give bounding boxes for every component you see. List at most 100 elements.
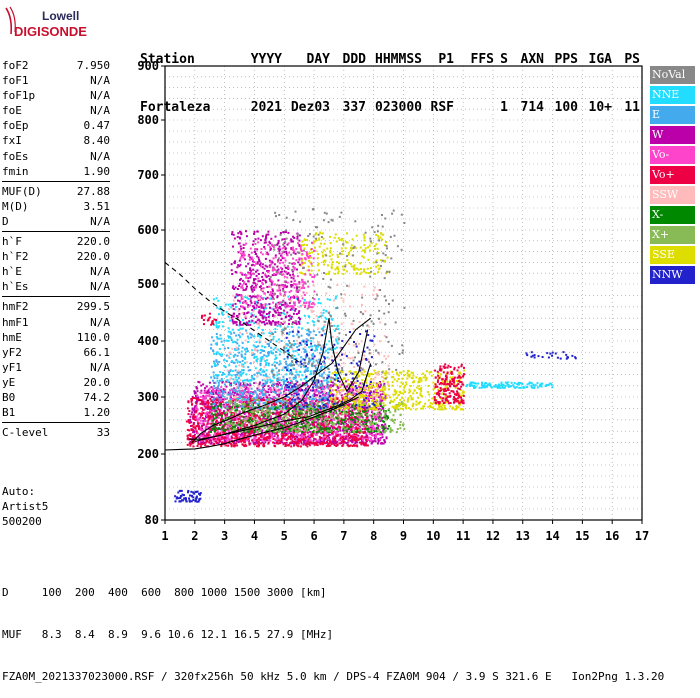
echo-point [197,420,199,422]
echo-point [230,419,232,421]
echo-point [268,364,270,366]
echo-point [353,436,355,438]
echo-point [370,440,372,442]
echo-point [380,414,382,416]
echo-point [348,428,350,430]
echo-point [224,414,226,416]
echo-point [324,387,326,389]
echo-point [301,374,303,376]
echo-point [218,441,220,443]
echo-point [236,409,238,411]
echo-point [363,425,365,427]
echo-point [235,434,237,436]
echo-point [228,430,230,432]
echo-point [334,411,336,413]
echo-point [314,350,316,352]
echo-point [267,417,269,419]
echo-point [325,350,327,352]
echo-point [219,414,221,416]
echo-point [196,394,198,396]
echo-point [216,322,218,324]
echo-point [322,421,324,423]
echo-point [311,431,313,433]
echo-point [186,421,188,423]
echo-point [322,439,324,441]
echo-point [222,321,224,323]
echo-point [246,435,248,437]
echo-point [256,394,258,396]
echo-point [259,393,261,395]
echo-point [323,312,325,314]
echo-point [259,418,261,420]
echo-point [262,402,264,404]
echo-point [237,387,239,389]
echo-point [229,374,231,376]
echo-point [240,419,242,421]
echo-point [267,352,269,354]
echo-point [242,328,244,330]
echo-point [319,437,321,439]
echo-point [383,428,385,430]
echo-point [230,398,232,400]
echo-point [242,363,244,365]
echo-point [298,354,300,356]
echo-point [258,327,260,329]
echo-point [293,430,295,432]
echo-point [290,405,292,407]
echo-point [285,408,287,410]
echo-point [268,394,270,396]
echo-point [338,416,340,418]
echo-point [265,364,267,366]
echo-point [272,442,274,444]
echo-point [283,381,285,383]
echo-point [295,408,297,410]
echo-point [293,421,295,423]
echo-point [325,424,327,426]
echo-point [258,445,260,447]
echo-point [249,369,251,371]
echo-point [207,403,209,405]
echo-point [234,390,236,392]
echo-point [188,419,190,421]
echo-point [294,355,296,357]
echo-point [222,325,224,327]
echo-point [218,427,220,429]
echo-point [278,389,280,391]
echo-point [285,347,287,349]
echo-point [356,440,358,442]
echo-point [274,361,276,363]
echo-point [188,401,190,403]
echo-point [365,436,367,438]
echo-point [220,338,222,340]
echo-point [216,364,218,366]
echo-point [201,426,203,428]
echo-point [327,394,329,396]
echo-point [314,391,316,393]
echo-point [366,414,368,416]
echo-point [296,363,298,365]
echo-point [278,426,280,428]
echo-point [379,438,381,440]
echo-point [334,444,336,446]
echo-point [337,434,339,436]
echo-point [219,371,221,373]
echo-point [265,384,267,386]
echo-point [220,386,222,388]
echo-point [213,438,215,440]
echo-point [304,434,306,436]
echo-point [266,381,268,383]
echo-point [224,359,226,361]
echo-point [315,438,317,440]
echo-point [315,442,317,444]
echo-point [214,387,216,389]
echo-point [301,412,303,414]
echo-point [313,324,315,326]
echo-point [213,410,215,412]
echo-point [192,435,194,437]
echo-point [256,356,258,358]
echo-point [293,378,295,380]
echo-point [305,444,307,446]
echo-point [307,339,309,341]
echo-point [236,445,238,447]
echo-point [315,348,317,350]
